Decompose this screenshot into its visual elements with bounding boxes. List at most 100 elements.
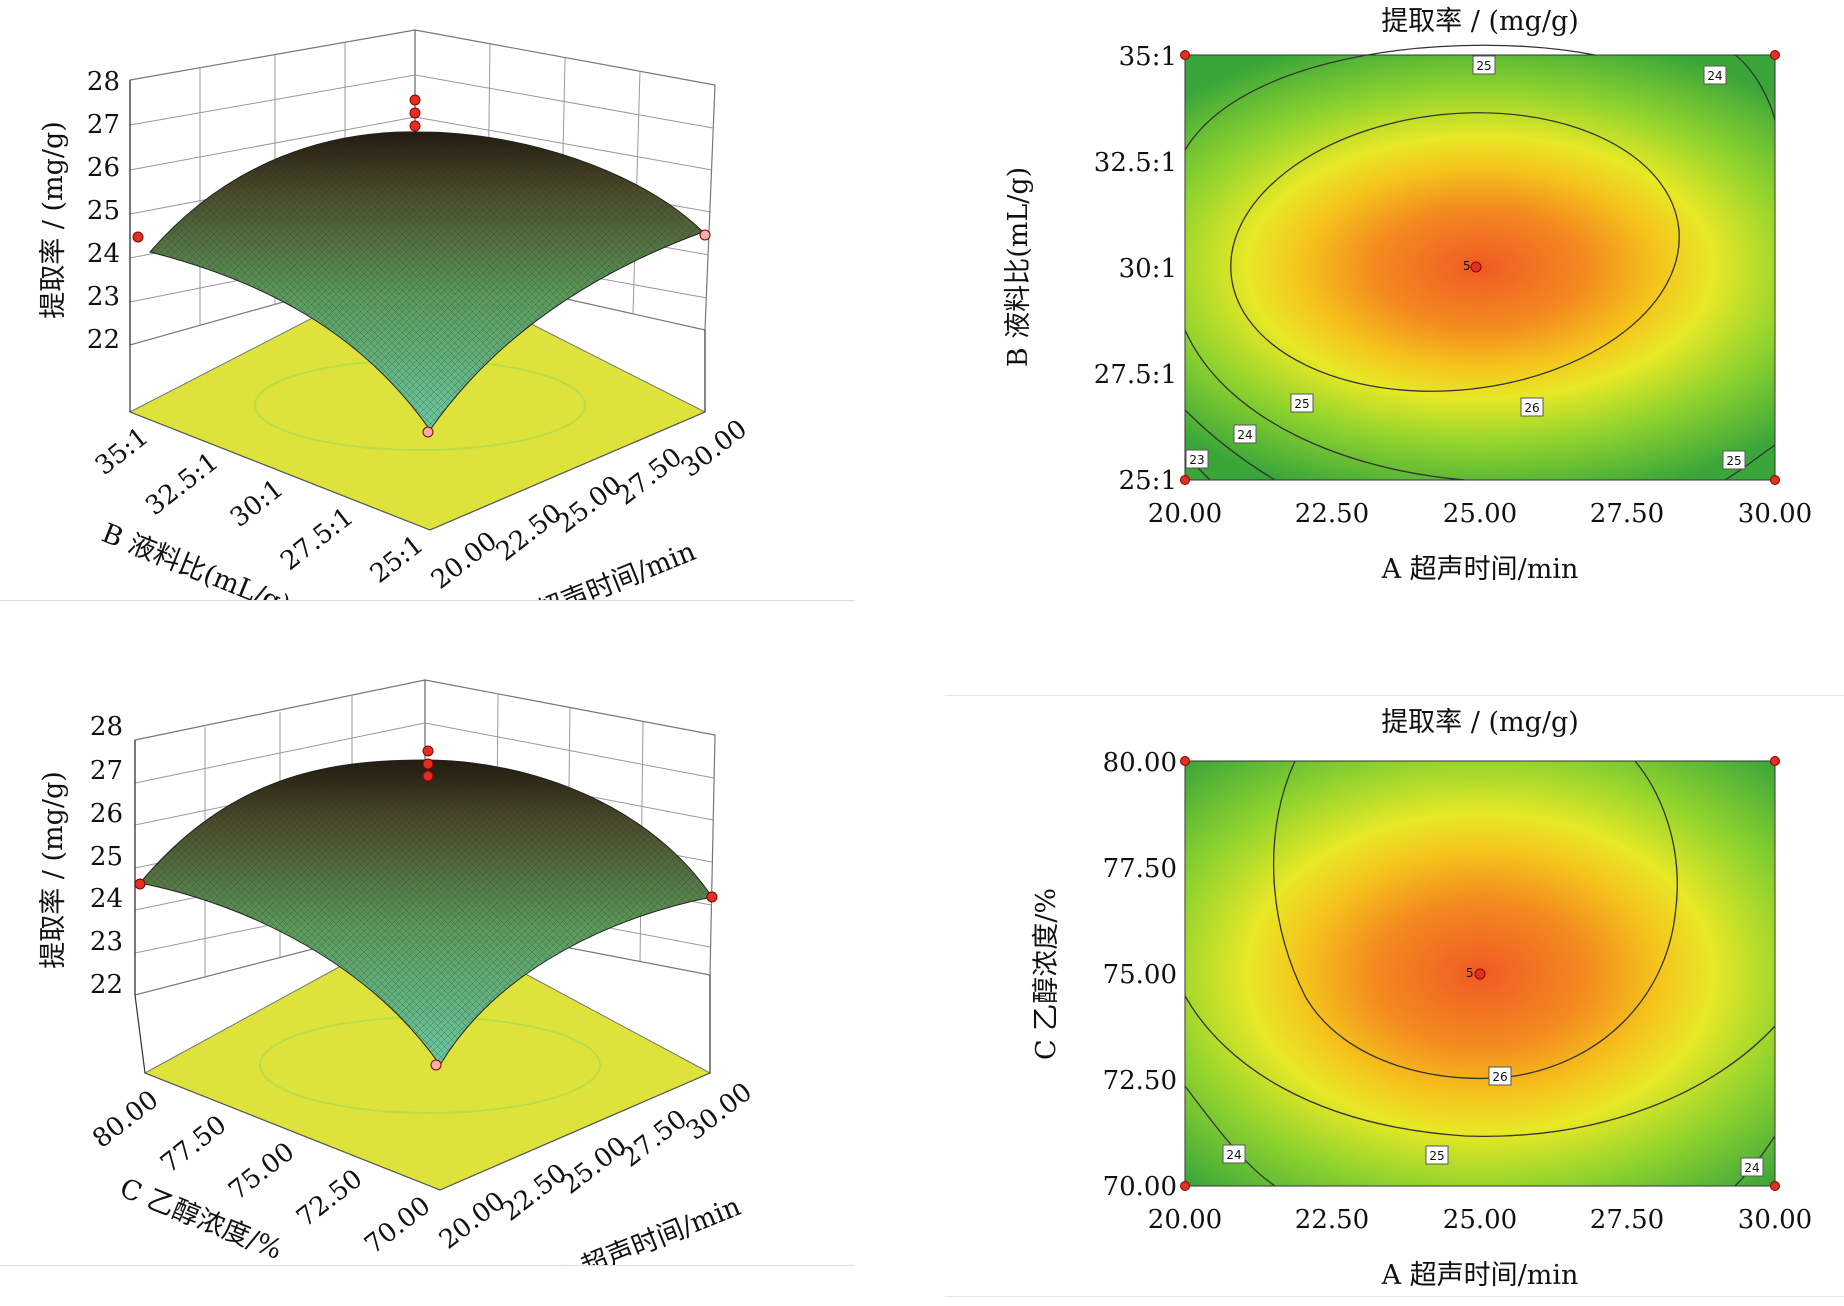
z-tick: 22 [90,970,123,1000]
surface-plot-ac: 28 27 26 25 24 23 22 提取率 / (mg/g) 80.00 … [0,665,855,1294]
y-tick: 75.00 [223,1137,300,1206]
contour-label: 24 [1744,1161,1759,1175]
y-axis-label: B 液料比(mL/g) [1003,167,1034,367]
z-tick: 23 [90,927,123,957]
z-tick: 28 [90,712,123,742]
x-tick: 27.50 [616,1104,693,1173]
contour-lines [1184,44,1776,481]
z-tick: 24 [87,239,120,269]
y-tick: 30:1 [225,474,289,534]
x-tick: 20.00 [1148,499,1222,529]
x-tick: 27.50 [1590,1205,1664,1235]
x-axis-label: A 超声时间/min [1381,554,1579,585]
y-tick: 75.00 [1103,960,1177,990]
x-axis-label: A 超声时间/min [1381,1260,1579,1291]
y-tick: 70.00 [1103,1172,1177,1202]
surface-plot-ac-svg: 28 27 26 25 24 23 22 提取率 / (mg/g) 80.00 … [38,679,758,1294]
y-tick: 72.50 [1103,1066,1177,1096]
x-tick: 30.00 [681,1077,758,1146]
contour-label: 26 [1524,401,1539,415]
z-tick: 23 [87,282,120,312]
x-tick: 22.50 [1295,499,1369,529]
x-tick: 22.50 [496,1158,573,1227]
corner-points [1180,756,1780,1191]
x-tick: 20.00 [1148,1205,1222,1235]
x-tick: 30.00 [1738,1205,1812,1235]
y-tick: 32.5:1 [140,447,224,522]
y-axis: 80.00 77.50 75.00 72.50 70.00 [1103,748,1177,1202]
y-tick: 27.5:1 [275,502,359,577]
chart-title: 提取率 / (mg/g) [1381,707,1579,738]
y-tick: 72.50 [291,1164,368,1233]
y-tick: 25:1 [365,530,429,590]
z-tick: 27 [87,110,120,140]
x-tick: 25.00 [1443,499,1517,529]
contour-label: 23 [1189,453,1204,467]
y-axis-label: B 液料比(mL/g) [97,518,294,600]
center-point-label: 5 [1463,259,1471,273]
contour-label: 24 [1707,69,1722,83]
contour-label: 25 [1429,1149,1444,1163]
surface-plot-ab-svg: 28 27 26 25 24 23 22 提取率 / (mg/g) 35:1 3… [38,29,753,639]
y-tick: 77.50 [155,1110,232,1179]
contour-plot-ab-svg: 提取率 / (mg/g) 25 24 26 25 24 23 25 5 35:1… [1003,6,1812,585]
design-points [134,745,718,1071]
contour-label: 25 [1476,59,1491,73]
x-tick: 20.00 [426,526,503,595]
x-tick: 30.00 [676,414,753,483]
contour-plot-ab: 提取率 / (mg/g) 25 24 26 25 24 23 25 5 35:1… [945,0,1844,600]
y-tick: 25:1 [1119,466,1177,496]
corner-points [1180,50,1780,485]
y-tick: 35:1 [90,422,154,482]
x-tick: 25.00 [551,470,628,539]
y-tick: 32.5:1 [1094,148,1177,178]
z-tick: 26 [87,153,120,183]
chart-title: 提取率 / (mg/g) [1381,6,1579,37]
y-tick: 70.00 [359,1191,436,1260]
z-tick: 28 [87,67,120,97]
contour-label: 24 [1226,1148,1241,1162]
x-tick: 25.00 [1443,1205,1517,1235]
surface-plot-ab: 28 27 26 25 24 23 22 提取率 / (mg/g) 35:1 3… [0,0,855,639]
x-axis: 20.00 22.50 25.00 27.50 30.00 [1148,1205,1812,1235]
contour-label: 25 [1726,454,1741,468]
contour-plot-ac-svg: 提取率 / (mg/g) 26 24 25 24 5 80.00 77.50 7… [1031,707,1812,1291]
z-tick: 26 [90,799,123,829]
z-axis: 28 27 26 25 24 23 22 [90,712,123,1000]
x-axis-label: A 超声时间/min [550,1191,745,1265]
center-point [1470,261,1482,273]
x-tick: 27.50 [1590,499,1664,529]
y-axis-label: C 乙醇浓度/% [1031,888,1062,1060]
z-axis-label: 提取率 / (mg/g) [38,771,69,969]
y-tick: 30:1 [1119,254,1177,284]
x-tick: 20.00 [434,1186,511,1255]
z-tick: 22 [87,325,120,355]
z-tick: 25 [90,842,123,872]
z-axis: 28 27 26 25 24 23 22 [87,67,120,355]
contour-plot-ac: 提取率 / (mg/g) 26 24 25 24 5 80.00 77.50 7… [945,695,1844,1297]
x-tick: 30.00 [1738,499,1812,529]
z-tick: 25 [87,196,120,226]
contour-lines [1184,760,1776,1187]
z-tick: 24 [90,884,123,914]
contour-label: 26 [1492,1070,1507,1084]
x-tick: 25.00 [556,1131,633,1200]
y-tick: 80.00 [87,1085,164,1154]
x-tick: 22.50 [491,498,568,567]
contour-labels: 26 24 25 24 [1222,1066,1764,1177]
x-tick: 27.50 [611,442,688,511]
y-tick: 77.50 [1103,854,1177,884]
contour-label: 25 [1294,397,1309,411]
z-axis-label: 提取率 / (mg/g) [38,121,69,319]
y-tick: 35:1 [1119,42,1177,72]
y-axis: 35:1 32.5:1 30:1 27.5:1 25:1 [1094,42,1177,496]
contour-label: 24 [1237,428,1252,442]
z-tick: 27 [90,756,123,786]
center-point [1474,968,1486,980]
x-tick: 22.50 [1295,1205,1369,1235]
y-tick: 27.5:1 [1094,360,1177,390]
contour-labels: 25 24 26 25 24 23 25 [1185,55,1746,470]
center-point-label: 5 [1466,966,1474,980]
x-axis: 20.00 22.50 25.00 27.50 30.00 [1148,499,1812,529]
design-points [132,94,711,438]
